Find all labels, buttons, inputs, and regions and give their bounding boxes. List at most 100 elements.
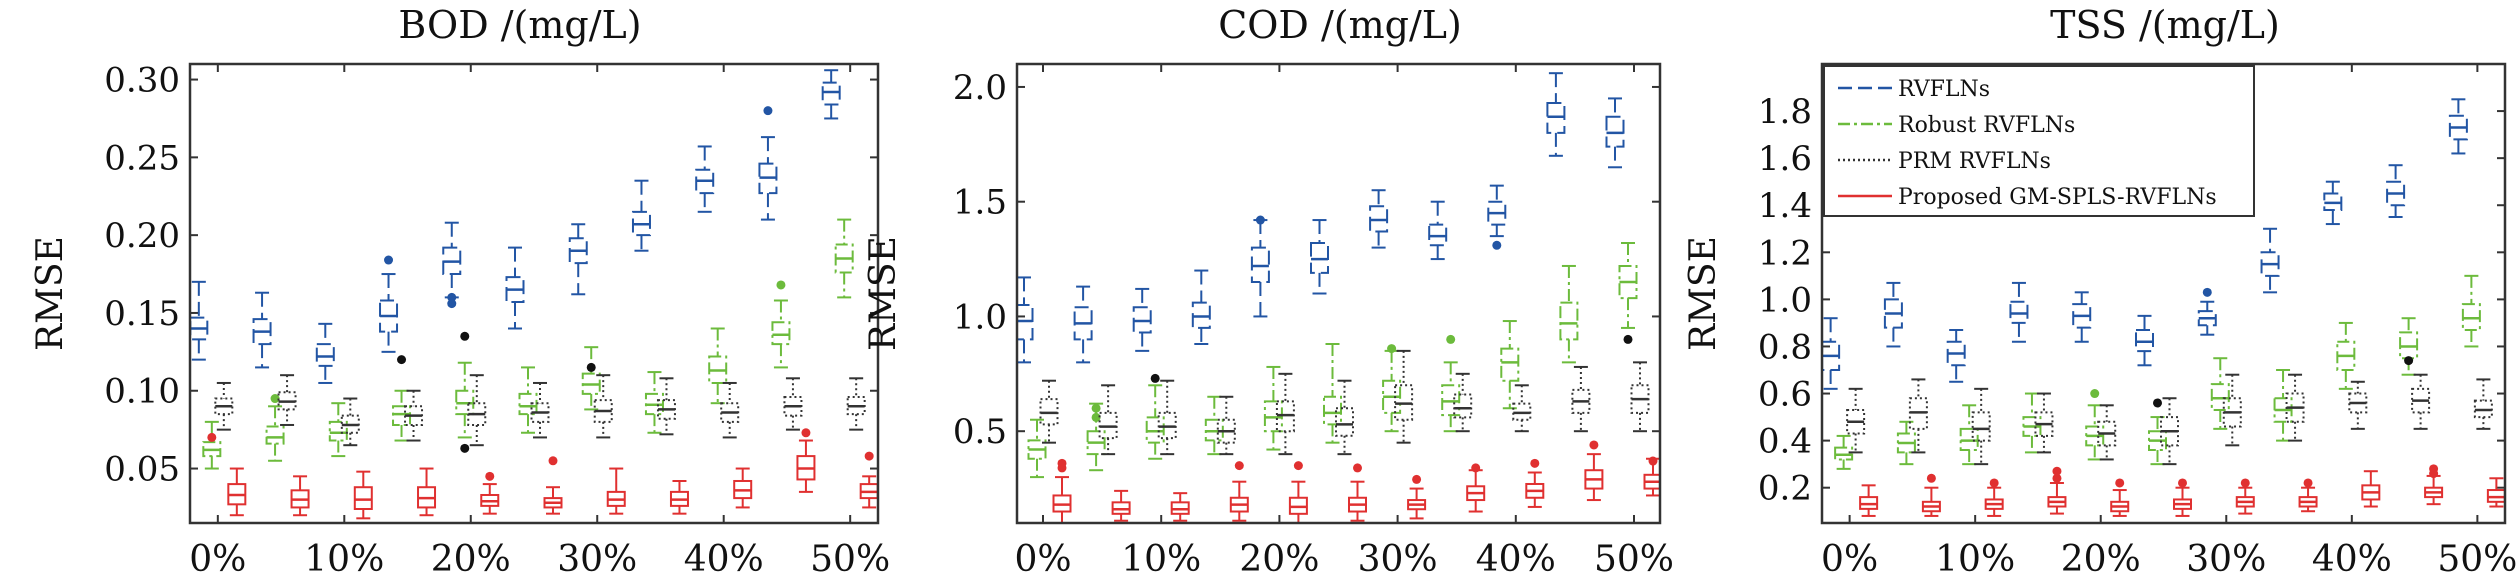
box bbox=[1618, 242, 1638, 344]
outlier-point bbox=[270, 394, 280, 404]
outlier-point bbox=[1471, 463, 1481, 473]
box bbox=[1204, 395, 1224, 456]
box bbox=[2260, 227, 2280, 294]
box bbox=[2072, 291, 2092, 343]
box-body bbox=[1500, 347, 1520, 382]
legend-label: PRM RVFLNs bbox=[1898, 149, 2051, 174]
box bbox=[593, 374, 613, 439]
box bbox=[2009, 281, 2029, 343]
box bbox=[505, 246, 525, 330]
outlier-point bbox=[1412, 474, 1422, 484]
box bbox=[1250, 215, 1270, 318]
box-body bbox=[1971, 411, 1991, 442]
outlier-point bbox=[586, 362, 596, 372]
x-tick-label: 50% bbox=[2437, 539, 2517, 580]
chart-panel-2: COD /(mg/L) RMSE 0.5 1.0 1.5 2.0 0% 10% 20% 30% 40… bbox=[863, 3, 1674, 580]
box bbox=[1369, 189, 1389, 249]
box bbox=[1546, 72, 1566, 157]
series-proposed-gm-spls-rvflns bbox=[1052, 440, 1660, 523]
y-axis-label: RMSE bbox=[863, 236, 904, 351]
box bbox=[190, 280, 209, 361]
chart-panel-1: BOD /(mg/L) RMSE 0.05 0.10 0.15 0.20 0.25 0.30 0… bbox=[30, 3, 890, 580]
y-tick-label: 0.15 bbox=[104, 294, 180, 334]
outlier-point bbox=[2404, 356, 2414, 366]
outlier-point bbox=[864, 451, 874, 461]
box-body bbox=[1559, 301, 1579, 341]
outlier-point bbox=[1353, 463, 1362, 473]
box-body bbox=[265, 425, 285, 445]
outlier-point bbox=[548, 456, 558, 466]
box bbox=[1859, 484, 1879, 517]
box bbox=[2160, 397, 2179, 466]
box-body bbox=[518, 392, 538, 416]
outlier-point bbox=[801, 428, 811, 438]
box bbox=[720, 381, 740, 439]
box bbox=[2285, 373, 2305, 442]
box bbox=[834, 218, 854, 299]
box bbox=[821, 69, 841, 120]
outlier-point bbox=[776, 280, 786, 290]
box bbox=[227, 467, 247, 517]
chart-panel-3: TSS /(mg/L) RMSE 0.2 0.4 0.6 0.8 1.0 1.2 1.4 1.6 1… bbox=[1683, 3, 2517, 580]
box bbox=[1525, 458, 1545, 508]
outlier-point bbox=[1150, 373, 1160, 383]
chart-title: COD /(mg/L) bbox=[1218, 3, 1462, 47]
series-robust-rvflns bbox=[1834, 274, 2481, 470]
legend-label: Robust RVFLNs bbox=[1898, 113, 2075, 138]
x-tick-label: 50% bbox=[810, 539, 890, 580]
outlier-point bbox=[1057, 463, 1067, 473]
box bbox=[1584, 440, 1604, 502]
box-body bbox=[214, 397, 234, 416]
box bbox=[2336, 321, 2356, 390]
y-tick-label: 0.8 bbox=[1758, 327, 1812, 367]
box bbox=[2323, 180, 2343, 226]
x-tick-label: 10% bbox=[1935, 539, 2015, 580]
outlier-point bbox=[2178, 478, 2187, 488]
box bbox=[1157, 379, 1177, 456]
box bbox=[581, 346, 601, 411]
y-tick-label: 1.4 bbox=[1758, 186, 1812, 226]
outlier-point bbox=[460, 443, 470, 453]
y-tick-label: 0.4 bbox=[1758, 422, 1812, 462]
box bbox=[1971, 387, 1991, 466]
box-body bbox=[821, 81, 841, 106]
chart-title: TSS /(mg/L) bbox=[2050, 3, 2280, 47]
box bbox=[277, 374, 297, 426]
box bbox=[455, 331, 475, 453]
box bbox=[1191, 269, 1211, 345]
box-body bbox=[1017, 303, 1034, 341]
box bbox=[1027, 418, 1047, 479]
series-robust-rvflns bbox=[1027, 242, 1638, 479]
legend-box bbox=[1823, 65, 2255, 217]
box bbox=[796, 428, 816, 493]
box bbox=[1896, 420, 1916, 466]
box bbox=[859, 451, 878, 509]
series-prm-rvflns bbox=[1846, 373, 2493, 466]
box bbox=[2197, 287, 2217, 336]
box bbox=[771, 280, 791, 369]
box bbox=[442, 221, 462, 309]
box bbox=[1017, 276, 1034, 364]
outlier-point bbox=[1387, 344, 1397, 354]
outlier-point bbox=[207, 432, 217, 442]
box bbox=[417, 467, 437, 517]
box bbox=[1571, 365, 1591, 433]
y-tick-label: 0.30 bbox=[104, 61, 180, 101]
series-rvflns bbox=[190, 69, 841, 384]
x-tick-label: 30% bbox=[2186, 539, 2266, 580]
box bbox=[1984, 478, 2004, 517]
box bbox=[2047, 466, 2067, 515]
box bbox=[252, 291, 272, 369]
outlier-point bbox=[1234, 461, 1244, 471]
outlier-point bbox=[1091, 412, 1101, 422]
outlier-point bbox=[384, 255, 394, 265]
box bbox=[467, 374, 487, 447]
box bbox=[1323, 342, 1342, 444]
outlier-point bbox=[2303, 478, 2313, 488]
box bbox=[1921, 473, 1941, 517]
x-tick-label: 30% bbox=[557, 539, 637, 580]
box bbox=[2298, 478, 2318, 513]
box bbox=[1335, 379, 1354, 456]
y-tick-label: 2.0 bbox=[953, 68, 1007, 108]
outlier-point bbox=[1446, 334, 1456, 344]
